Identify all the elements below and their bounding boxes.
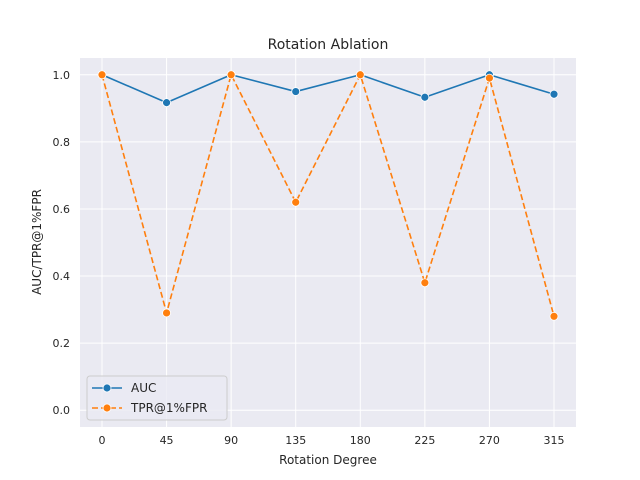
series-2-point (420, 278, 430, 288)
series-layer (97, 70, 559, 321)
series-1-point (549, 89, 559, 99)
series-1-point (162, 98, 171, 108)
x-tick-labels: 0 45 90 135 180 225 270 315 (99, 434, 565, 447)
x-tick-label: 180 (350, 434, 371, 447)
series-2-point (97, 70, 107, 80)
x-axis-label: Rotation Degree (279, 453, 377, 467)
legend-marker-2 (102, 403, 112, 413)
legend-label-2: TPR@1%FPR (130, 401, 207, 415)
series-2-point (485, 73, 494, 83)
series-line-1 (101, 73, 555, 104)
x-tick-label: 135 (285, 434, 306, 447)
x-tick-label: 90 (224, 434, 238, 447)
x-tick-label: 0 (99, 434, 106, 447)
series-2-point (162, 308, 171, 318)
y-tick-label: 0.6 (53, 203, 71, 216)
legend: AUC TPR@1%FPR (86, 375, 228, 421)
series-1-point (291, 87, 301, 96)
series-line-2 (101, 73, 555, 317)
x-tick-label: 270 (479, 434, 500, 447)
series-2-point (355, 70, 365, 80)
y-tick-label: 0.8 (53, 136, 71, 149)
series-2-point (549, 311, 559, 321)
x-tick-label: 45 (160, 434, 174, 447)
y-axis-label: AUC/TPR@1%FPR (30, 189, 44, 295)
y-tick-labels: 0.0 0.2 0.4 0.6 0.8 1.0 (53, 69, 71, 417)
y-tick-label: 0.2 (53, 337, 71, 350)
series-2-point (291, 197, 301, 207)
y-tick-label: 0.4 (53, 270, 71, 283)
series-1-point (420, 92, 430, 102)
chart-title: Rotation Ablation (268, 37, 389, 53)
plot-area (80, 58, 576, 427)
x-tick-label: 315 (544, 434, 565, 447)
y-tick-label: 0.0 (53, 404, 71, 417)
legend-marker-1 (102, 383, 112, 393)
x-tick-label: 225 (414, 434, 435, 447)
y-tick-label: 1.0 (53, 69, 71, 82)
series-2-point (226, 70, 236, 80)
legend-frame (86, 375, 228, 421)
legend-label-1: AUC (131, 381, 156, 395)
